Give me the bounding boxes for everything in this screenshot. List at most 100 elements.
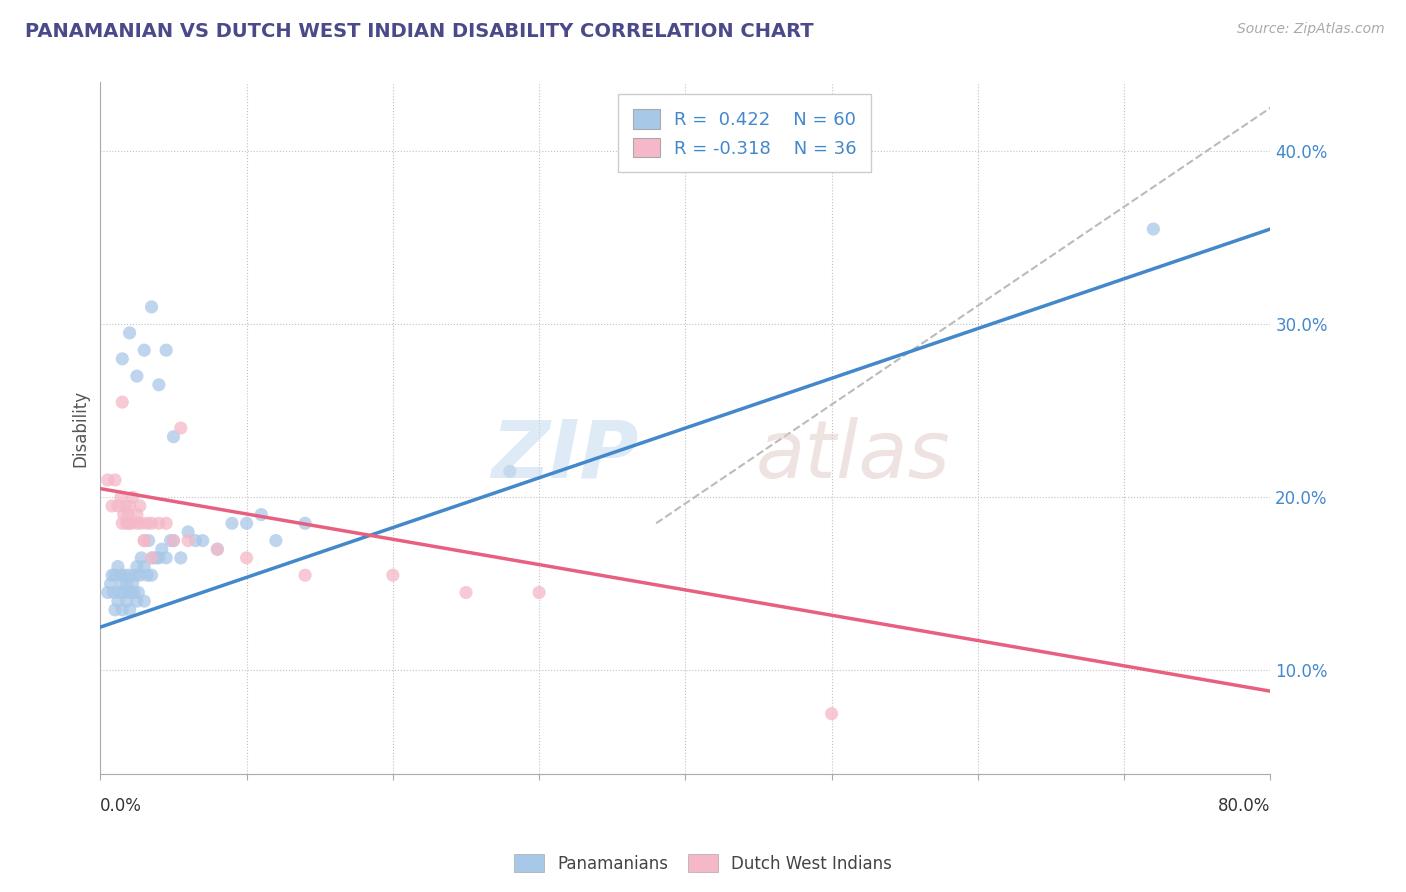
Text: 80.0%: 80.0%: [1218, 797, 1271, 814]
Point: [191, 533, 214, 548]
Point: [108, 585, 131, 599]
Point: [101, 499, 124, 513]
Point: [128, 499, 150, 513]
Legend: R =  0.422    N = 60, R = -0.318    N = 36: R = 0.422 N = 60, R = -0.318 N = 36: [619, 95, 872, 172]
Point: [118, 516, 141, 531]
Text: atlas: atlas: [755, 417, 950, 495]
Point: [235, 550, 257, 565]
Point: [125, 508, 148, 522]
Point: [111, 516, 134, 531]
Point: [107, 594, 129, 608]
Point: [118, 326, 141, 340]
Point: [121, 491, 143, 505]
Point: [104, 473, 127, 487]
Point: [141, 300, 163, 314]
Point: [107, 499, 129, 513]
Point: [128, 568, 150, 582]
Point: [148, 516, 170, 531]
Point: [120, 516, 142, 531]
Point: [235, 516, 257, 531]
Point: [138, 533, 160, 548]
Text: Source: ZipAtlas.com: Source: ZipAtlas.com: [1237, 22, 1385, 37]
Point: [177, 533, 200, 548]
Text: 0.0%: 0.0%: [100, 797, 142, 814]
Point: [118, 568, 141, 582]
Point: [207, 542, 229, 557]
Point: [104, 603, 127, 617]
Point: [112, 508, 135, 522]
Point: [125, 369, 148, 384]
Point: [527, 585, 550, 599]
Point: [159, 533, 181, 548]
Point: [107, 559, 129, 574]
Text: ZIP: ZIP: [491, 417, 638, 495]
Point: [136, 516, 159, 531]
Point: [142, 550, 165, 565]
Legend: Panamanians, Dutch West Indians: Panamanians, Dutch West Indians: [508, 847, 898, 880]
Point: [184, 533, 207, 548]
Point: [115, 516, 138, 531]
Point: [454, 585, 477, 599]
Point: [101, 568, 124, 582]
Point: [112, 585, 135, 599]
Point: [134, 343, 156, 358]
Point: [121, 577, 143, 591]
Point: [114, 568, 136, 582]
Point: [136, 568, 159, 582]
Point: [104, 568, 127, 582]
Point: [117, 508, 139, 522]
Point: [129, 516, 152, 531]
Point: [100, 577, 122, 591]
Point: [155, 550, 177, 565]
Point: [145, 550, 167, 565]
Point: [111, 351, 134, 366]
Point: [125, 516, 148, 531]
Point: [162, 430, 184, 444]
Point: [111, 577, 134, 591]
Point: [155, 516, 177, 531]
Point: [150, 542, 173, 557]
Point: [134, 533, 156, 548]
Y-axis label: Disability: Disability: [72, 390, 89, 467]
Point: [117, 585, 139, 599]
Point: [111, 395, 134, 409]
Point: [125, 594, 148, 608]
Point: [134, 559, 156, 574]
Point: [125, 559, 148, 574]
Point: [820, 706, 842, 721]
Point: [97, 473, 120, 487]
Point: [110, 568, 132, 582]
Point: [294, 568, 316, 582]
Point: [115, 577, 138, 591]
Point: [162, 533, 184, 548]
Point: [294, 516, 316, 531]
Point: [207, 542, 229, 557]
Point: [110, 491, 132, 505]
Point: [141, 550, 163, 565]
Point: [124, 568, 146, 582]
Point: [381, 568, 404, 582]
Point: [155, 343, 177, 358]
Point: [127, 585, 149, 599]
Point: [114, 499, 136, 513]
Point: [103, 585, 125, 599]
Point: [141, 568, 163, 582]
Point: [134, 533, 156, 548]
Point: [122, 585, 145, 599]
Point: [221, 516, 243, 531]
Point: [115, 594, 138, 608]
Point: [177, 524, 200, 539]
Point: [499, 464, 522, 478]
Point: [118, 603, 141, 617]
Text: PANAMANIAN VS DUTCH WEST INDIAN DISABILITY CORRELATION CHART: PANAMANIAN VS DUTCH WEST INDIAN DISABILI…: [25, 22, 814, 41]
Point: [148, 377, 170, 392]
Point: [111, 603, 134, 617]
Point: [170, 550, 193, 565]
Point: [141, 516, 163, 531]
Point: [134, 594, 156, 608]
Point: [162, 533, 184, 548]
Point: [1142, 222, 1164, 236]
Point: [250, 508, 273, 522]
Point: [120, 585, 142, 599]
Point: [129, 550, 152, 565]
